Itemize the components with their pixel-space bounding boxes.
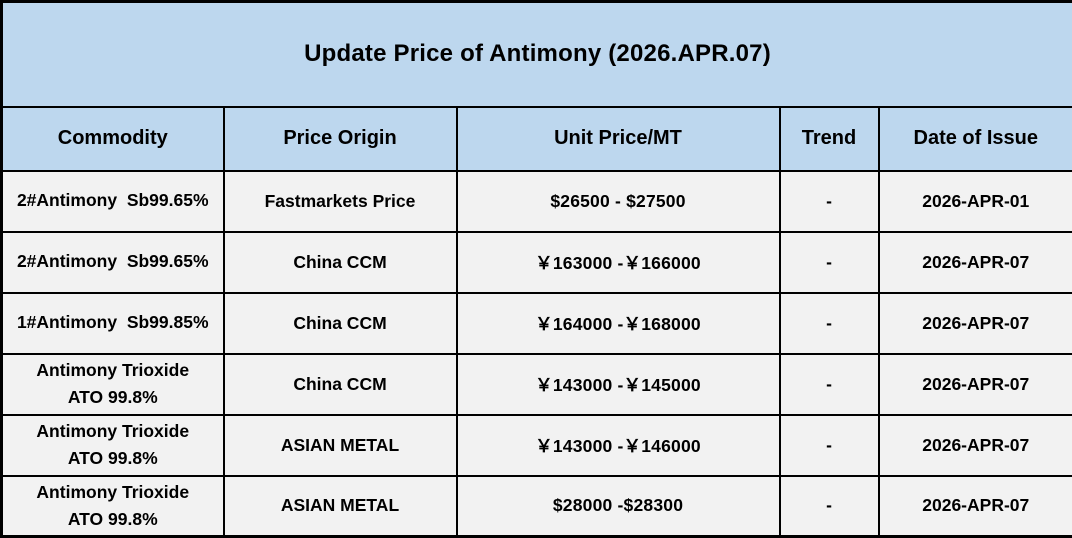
date-of-issue-cell: 2026-APR-01 (877, 169, 1072, 233)
date-of-issue-cell: 2026-APR-07 (877, 230, 1072, 294)
trend-cell: - (778, 291, 880, 355)
column-header-commodity: Commodity (0, 105, 225, 172)
date-of-issue-cell: 2026-APR-07 (877, 352, 1072, 416)
table-row: Antimony Trioxide ATO 99.8% ASIAN METAL $2… (0, 474, 1072, 538)
price-origin-cell: China CCM (222, 230, 458, 294)
commodity-cell: 2#Antimony Sb99.65% (0, 230, 225, 294)
table-row: 2#Antimony Sb99.65% China CCM ￥163000 -￥16… (0, 230, 1072, 294)
unit-price-cell: $28000 -$28300 (455, 474, 781, 538)
column-header-row: Commodity Price Origin Unit Price/MT Trend D… (0, 105, 1072, 172)
column-header-unit-price-mt: Unit Price/MT (455, 105, 781, 172)
date-of-issue-cell: 2026-APR-07 (877, 413, 1072, 477)
price-origin-cell: ASIAN METAL (222, 413, 458, 477)
commodity-cell: 2#Antimony Sb99.65% (0, 169, 225, 233)
table-row: Antimony Trioxide ATO 99.8% China CCM ￥143… (0, 352, 1072, 416)
price-origin-cell: ASIAN METAL (222, 474, 458, 538)
column-header-date-of-issue: Date of Issue (877, 105, 1072, 172)
table-row: Antimony Trioxide ATO 99.8% ASIAN METAL ￥1… (0, 413, 1072, 477)
price-origin-cell: China CCM (222, 291, 458, 355)
trend-cell: - (778, 474, 880, 538)
title-row: Update Price of Antimony (2026.APR.07) (0, 0, 1072, 108)
column-header-price-origin: Price Origin (222, 105, 458, 172)
price-origin-cell: China CCM (222, 352, 458, 416)
trend-cell: - (778, 230, 880, 294)
date-of-issue-cell: 2026-APR-07 (877, 474, 1072, 538)
table-row: 2#Antimony Sb99.65% Fastmarkets Price $265… (0, 169, 1072, 233)
column-header-trend: Trend (778, 105, 880, 172)
commodity-cell: 1#Antimony Sb99.85% (0, 291, 225, 355)
unit-price-cell: ￥163000 -￥166000 (455, 230, 781, 294)
trend-cell: - (778, 169, 880, 233)
commodity-cell: Antimony Trioxide ATO 99.8% (0, 474, 225, 538)
commodity-cell: Antimony Trioxide ATO 99.8% (0, 413, 225, 477)
unit-price-cell: ￥164000 -￥168000 (455, 291, 781, 355)
unit-price-cell: ￥143000 -￥145000 (455, 352, 781, 416)
price-origin-cell: Fastmarkets Price (222, 169, 458, 233)
trend-cell: - (778, 413, 880, 477)
table-row: 1#Antimony Sb99.85% China CCM ￥164000 -￥16… (0, 291, 1072, 355)
page-title: Update Price of Antimony (2026.APR.07) (0, 0, 1072, 108)
date-of-issue-cell: 2026-APR-07 (877, 291, 1072, 355)
unit-price-cell: ￥143000 -￥146000 (455, 413, 781, 477)
commodity-cell: Antimony Trioxide ATO 99.8% (0, 352, 225, 416)
unit-price-cell: $26500 - $27500 (455, 169, 781, 233)
trend-cell: - (778, 352, 880, 416)
